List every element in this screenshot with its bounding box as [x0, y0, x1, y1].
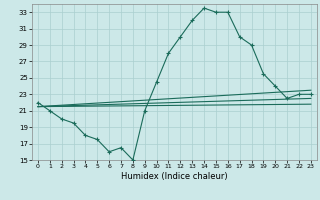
X-axis label: Humidex (Indice chaleur): Humidex (Indice chaleur)	[121, 172, 228, 181]
